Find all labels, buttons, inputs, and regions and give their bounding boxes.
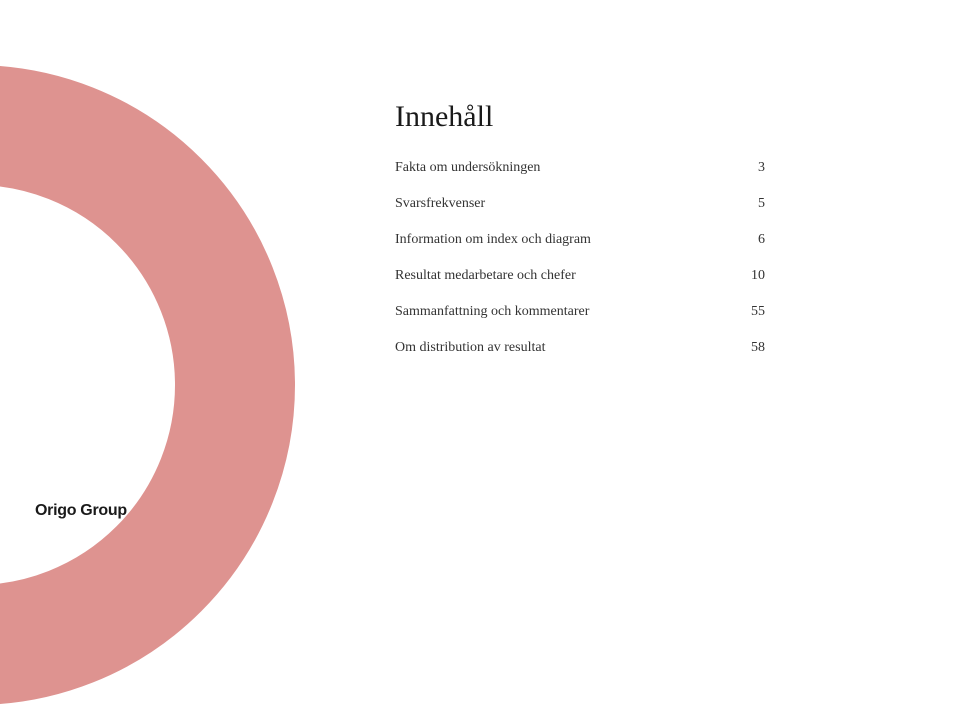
toc-page: 58 bbox=[735, 340, 765, 356]
toc-page: 3 bbox=[735, 160, 765, 176]
toc-row: Om distribution av resultat 58 bbox=[395, 330, 765, 366]
toc-row: Fakta om undersökningen 3 bbox=[395, 150, 765, 186]
content-area: Innehåll Fakta om undersökningen 3 Svars… bbox=[395, 100, 765, 366]
toc-label: Resultat medarbetare och chefer bbox=[395, 268, 735, 284]
toc-label: Information om index och diagram bbox=[395, 232, 735, 248]
toc-label: Svarsfrekvenser bbox=[395, 196, 735, 212]
toc-row: Svarsfrekvenser 5 bbox=[395, 186, 765, 222]
toc-label: Om distribution av resultat bbox=[395, 340, 735, 356]
toc-page: 5 bbox=[735, 196, 765, 212]
page-title: Innehåll bbox=[395, 100, 765, 134]
toc-row: Sammanfattning och kommentarer 55 bbox=[395, 294, 765, 330]
toc-row: Information om index och diagram 6 bbox=[395, 222, 765, 258]
toc-page: 10 bbox=[735, 268, 765, 284]
toc-page: 55 bbox=[735, 304, 765, 320]
logo: Origo Group bbox=[35, 502, 127, 520]
toc-row: Resultat medarbetare och chefer 10 bbox=[395, 258, 765, 294]
toc-label: Fakta om undersökningen bbox=[395, 160, 735, 176]
decorative-ring bbox=[0, 65, 295, 705]
toc-label: Sammanfattning och kommentarer bbox=[395, 304, 735, 320]
toc-page: 6 bbox=[735, 232, 765, 248]
